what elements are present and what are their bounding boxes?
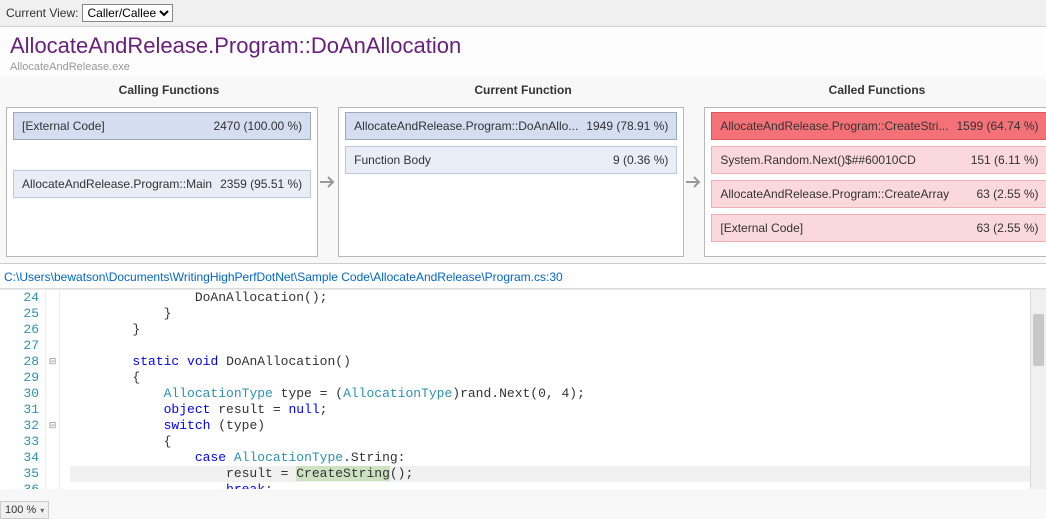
calling-title: Calling Functions [6, 79, 332, 103]
function-label: AllocateAndRelease.Program::DoAnAllo... [354, 119, 578, 133]
current-function-panel: AllocateAndRelease.Program::DoAnAllo... … [338, 107, 684, 257]
current-row[interactable]: Function Body 9 (0.36 %) [345, 146, 677, 174]
function-value: 9 (0.36 %) [613, 153, 668, 167]
function-label: AllocateAndRelease.Program::CreateArray [720, 187, 949, 201]
zoom-label: 100 % [5, 504, 36, 516]
function-label: System.Random.Next()$##60010CD [720, 153, 915, 167]
chevron-down-icon: ▾ [40, 506, 44, 515]
function-label: [External Code] [22, 119, 105, 133]
page-subtitle: AllocateAndRelease.exe [10, 61, 1036, 73]
columns-titles: Calling Functions Current Function Calle… [0, 77, 1046, 103]
called-row[interactable]: System.Random.Next()$##60010CD 151 (6.11… [711, 146, 1046, 174]
source-path[interactable]: C:\Users\bewatson\Documents\WritingHighP… [0, 264, 1046, 289]
arrow-icon [318, 107, 338, 257]
caller-callee-view: [External Code] 2470 (100.00 %) Allocate… [0, 103, 1046, 264]
current-title: Current Function [360, 79, 686, 103]
view-dropdown[interactable]: Caller/Callee [82, 4, 173, 22]
code-content[interactable]: DoAnAllocation(); } } static void DoAnAl… [60, 290, 1046, 489]
line-numbers: 24252627282930313233343536 [0, 290, 46, 489]
vertical-scrollbar[interactable] [1030, 290, 1046, 489]
called-row[interactable]: AllocateAndRelease.Program::CreateStri..… [711, 112, 1046, 140]
function-label: [External Code] [720, 221, 803, 235]
function-value: 2470 (100.00 %) [213, 119, 302, 133]
function-value: 63 (2.55 %) [976, 221, 1038, 235]
function-value: 151 (6.11 %) [971, 153, 1039, 167]
called-list: AllocateAndRelease.Program::CreateStri..… [705, 108, 1046, 248]
current-row[interactable]: AllocateAndRelease.Program::DoAnAllo... … [345, 112, 677, 140]
function-value: 1599 (64.74 %) [956, 119, 1038, 133]
function-label: AllocateAndRelease.Program::Main [22, 177, 212, 191]
outline-gutter[interactable]: ⊟⊟ [46, 290, 60, 489]
calling-row[interactable]: [External Code] 2470 (100.00 %) [13, 112, 311, 140]
called-functions-panel: AllocateAndRelease.Program::CreateStri..… [704, 107, 1046, 257]
called-row[interactable]: AllocateAndRelease.Program::CreateArray … [711, 180, 1046, 208]
function-label: Function Body [354, 153, 431, 167]
calling-functions-panel: [External Code] 2470 (100.00 %) Allocate… [6, 107, 318, 257]
function-value: 1949 (78.91 %) [586, 119, 668, 133]
calling-row[interactable]: AllocateAndRelease.Program::Main 2359 (9… [13, 170, 311, 198]
arrow-icon [684, 107, 704, 257]
header: AllocateAndRelease.Program::DoAnAllocati… [0, 27, 1046, 77]
current-list: AllocateAndRelease.Program::DoAnAllo... … [339, 108, 683, 180]
toolbar: Current View: Caller/Callee [0, 0, 1046, 27]
zoom-control[interactable]: 100 % ▾ [0, 501, 49, 519]
code-editor[interactable]: 24252627282930313233343536 ⊟⊟ DoAnAlloca… [0, 289, 1046, 489]
function-label: AllocateAndRelease.Program::CreateStri..… [720, 119, 948, 133]
page-title: AllocateAndRelease.Program::DoAnAllocati… [10, 33, 1036, 59]
called-row[interactable]: [External Code] 63 (2.55 %) [711, 214, 1046, 242]
function-value: 63 (2.55 %) [976, 187, 1038, 201]
called-title: Called Functions [714, 79, 1040, 103]
calling-list: [External Code] 2470 (100.00 %) Allocate… [7, 108, 317, 204]
scrollbar-thumb[interactable] [1033, 314, 1044, 366]
view-label: Current View: [6, 6, 78, 20]
function-value: 2359 (95.51 %) [220, 177, 302, 191]
